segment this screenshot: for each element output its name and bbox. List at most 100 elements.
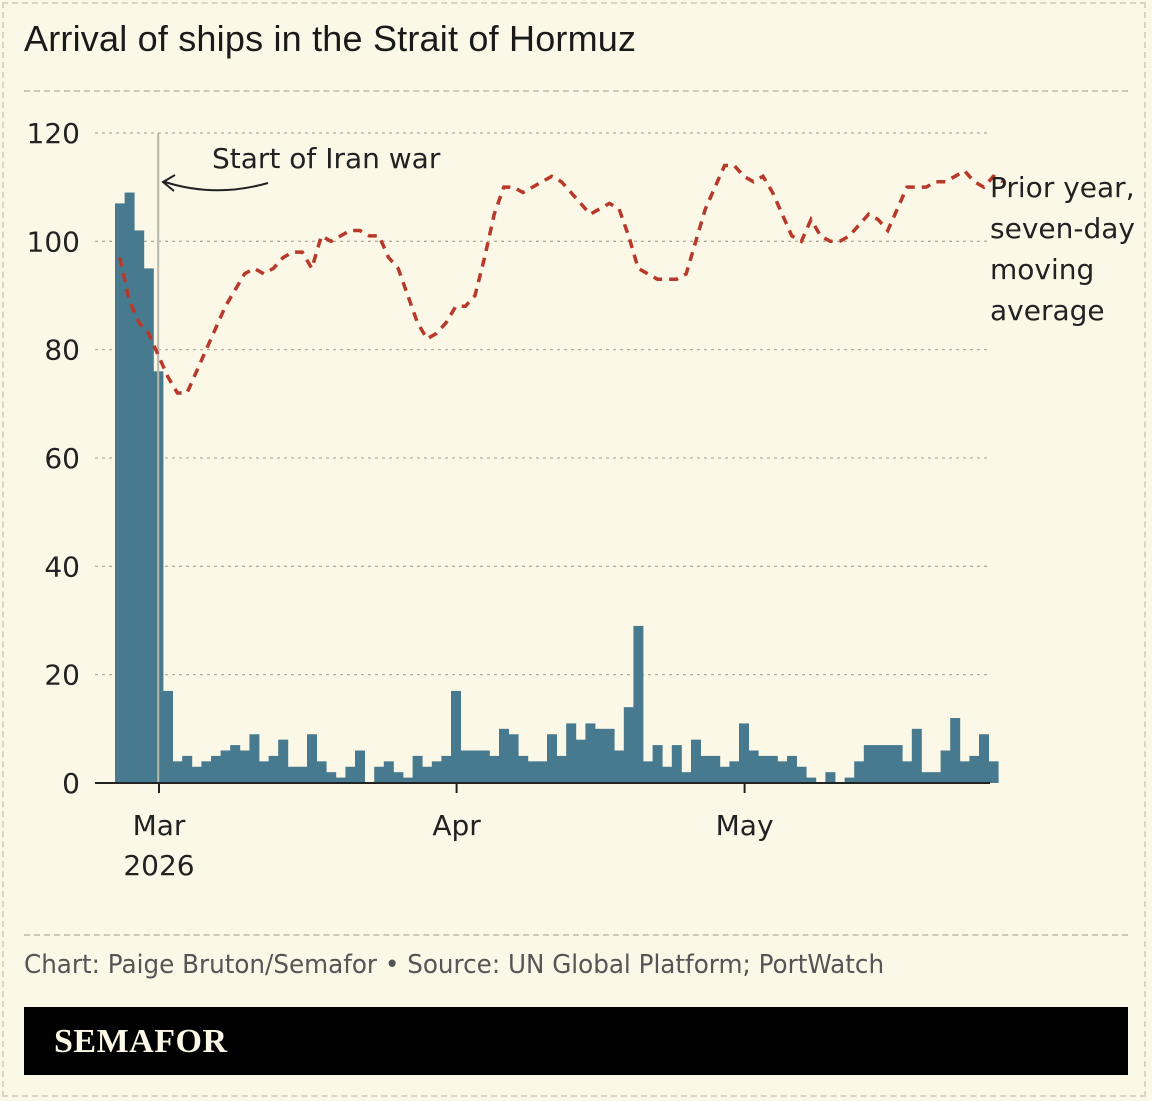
bar-day-53 <box>623 707 634 783</box>
series-line-prior-year <box>118 163 1004 395</box>
bar-day-10 <box>211 755 221 783</box>
bar-day-50 <box>595 728 605 783</box>
bar-day-0 <box>115 203 125 784</box>
y-tick-label-100: 100 <box>27 225 80 258</box>
bar-day-63 <box>719 766 730 783</box>
bar-day-27 <box>374 766 385 783</box>
bar-day-49 <box>585 723 596 783</box>
y-tick-label-120: 120 <box>27 117 80 150</box>
chart-title: Arrival of ships in the Strait of Hormuz <box>24 18 637 59</box>
bar-day-36 <box>460 750 471 783</box>
bar-day-19 <box>297 766 308 783</box>
bar-day-23 <box>335 777 346 783</box>
bar-day-81 <box>892 745 903 783</box>
bar-day-80 <box>883 745 893 783</box>
annotation-war-start: Start of Iran war <box>212 142 441 175</box>
bar-day-90 <box>979 734 989 783</box>
bar-day-82 <box>902 761 913 783</box>
bar-day-54 <box>633 625 644 783</box>
bar-day-83 <box>911 728 922 783</box>
bar-day-62 <box>710 755 721 783</box>
bar-day-29 <box>393 772 404 783</box>
bar-day-8 <box>191 766 202 783</box>
bar-day-31 <box>412 755 423 783</box>
bar-day-43 <box>527 761 538 783</box>
bar-day-59 <box>681 772 692 783</box>
annotation-arrow <box>164 181 269 192</box>
y-tick-label-80: 80 <box>44 334 80 367</box>
bar-day-76 <box>844 777 855 783</box>
bar-day-9 <box>201 761 212 783</box>
bar-day-45 <box>547 734 557 783</box>
bar-day-57 <box>662 766 673 783</box>
bar-day-32 <box>422 766 433 783</box>
x-tick-sublabel-year: 2026 <box>123 849 194 882</box>
bar-day-74 <box>825 772 836 783</box>
bar-day-64 <box>729 761 740 783</box>
x-tick-label-mar: Mar <box>133 809 186 842</box>
bar-day-24 <box>345 766 356 783</box>
source-credit: Chart: Paige Bruton/Semafor • Source: UN… <box>24 950 885 980</box>
bar-day-30 <box>403 777 413 783</box>
bar-day-18 <box>287 766 298 783</box>
brand-bar: SEMAFOR <box>24 1007 1128 1075</box>
bar-day-48 <box>575 739 586 783</box>
bar-day-5 <box>163 690 173 783</box>
bar-day-22 <box>326 772 337 783</box>
bar-day-71 <box>796 766 807 783</box>
bar-day-38 <box>479 750 490 783</box>
y-tick-label-0: 0 <box>62 767 80 800</box>
bar-day-65 <box>739 723 749 783</box>
bottom-divider <box>24 934 1128 936</box>
top-divider <box>24 90 1128 92</box>
bar-day-14 <box>249 734 260 783</box>
y-tick-label-20: 20 <box>44 659 80 692</box>
y-tick-label-60: 60 <box>44 442 80 475</box>
bar-day-72 <box>806 777 817 783</box>
bar-day-77 <box>854 761 865 783</box>
bar-day-44 <box>537 761 548 783</box>
bar-day-78 <box>863 745 874 783</box>
bar-day-6 <box>172 761 183 783</box>
bar-day-88 <box>959 761 970 783</box>
bar-day-34 <box>441 755 452 783</box>
bar-day-16 <box>268 755 279 783</box>
bar-day-86 <box>940 750 951 783</box>
x-tick-label-may: May <box>716 809 774 842</box>
bar-day-56 <box>652 745 663 783</box>
bar-day-89 <box>969 755 980 783</box>
bar-day-52 <box>614 750 625 783</box>
bar-day-28 <box>383 761 394 783</box>
bar-day-3 <box>143 268 154 783</box>
series-label-prior-year: Prior year, seven-day moving average <box>990 171 1135 327</box>
bar-day-35 <box>451 690 461 783</box>
bar-day-39 <box>489 755 500 783</box>
bar-day-68 <box>767 755 778 783</box>
bar-day-15 <box>259 761 269 783</box>
bar-day-1 <box>124 192 135 783</box>
bar-day-85 <box>931 772 941 783</box>
chart-svg: 0 20 40 60 80 100 120 Mar 2026 Apr May Start of Ira… <box>27 117 1135 882</box>
bar-day-37 <box>470 750 481 783</box>
bar-day-12 <box>230 745 241 783</box>
bar-day-66 <box>748 750 759 783</box>
annotation-arrowhead <box>161 174 176 192</box>
bar-day-25 <box>355 750 365 783</box>
bar-day-17 <box>278 739 289 783</box>
bar-day-33 <box>431 761 442 783</box>
bar-day-21 <box>316 761 327 783</box>
bar-day-79 <box>873 745 884 783</box>
bar-day-42 <box>518 755 529 783</box>
bar-day-69 <box>777 761 788 783</box>
bar-day-11 <box>220 750 231 783</box>
bar-day-87 <box>950 717 961 783</box>
bar-day-58 <box>671 745 682 783</box>
x-tick-label-apr: Apr <box>432 809 481 842</box>
bar-day-91 <box>988 761 999 783</box>
bar-day-40 <box>499 728 509 783</box>
bar-day-47 <box>566 723 577 783</box>
bar-day-70 <box>787 755 797 783</box>
bar-day-61 <box>700 755 711 783</box>
bar-day-84 <box>921 772 932 783</box>
